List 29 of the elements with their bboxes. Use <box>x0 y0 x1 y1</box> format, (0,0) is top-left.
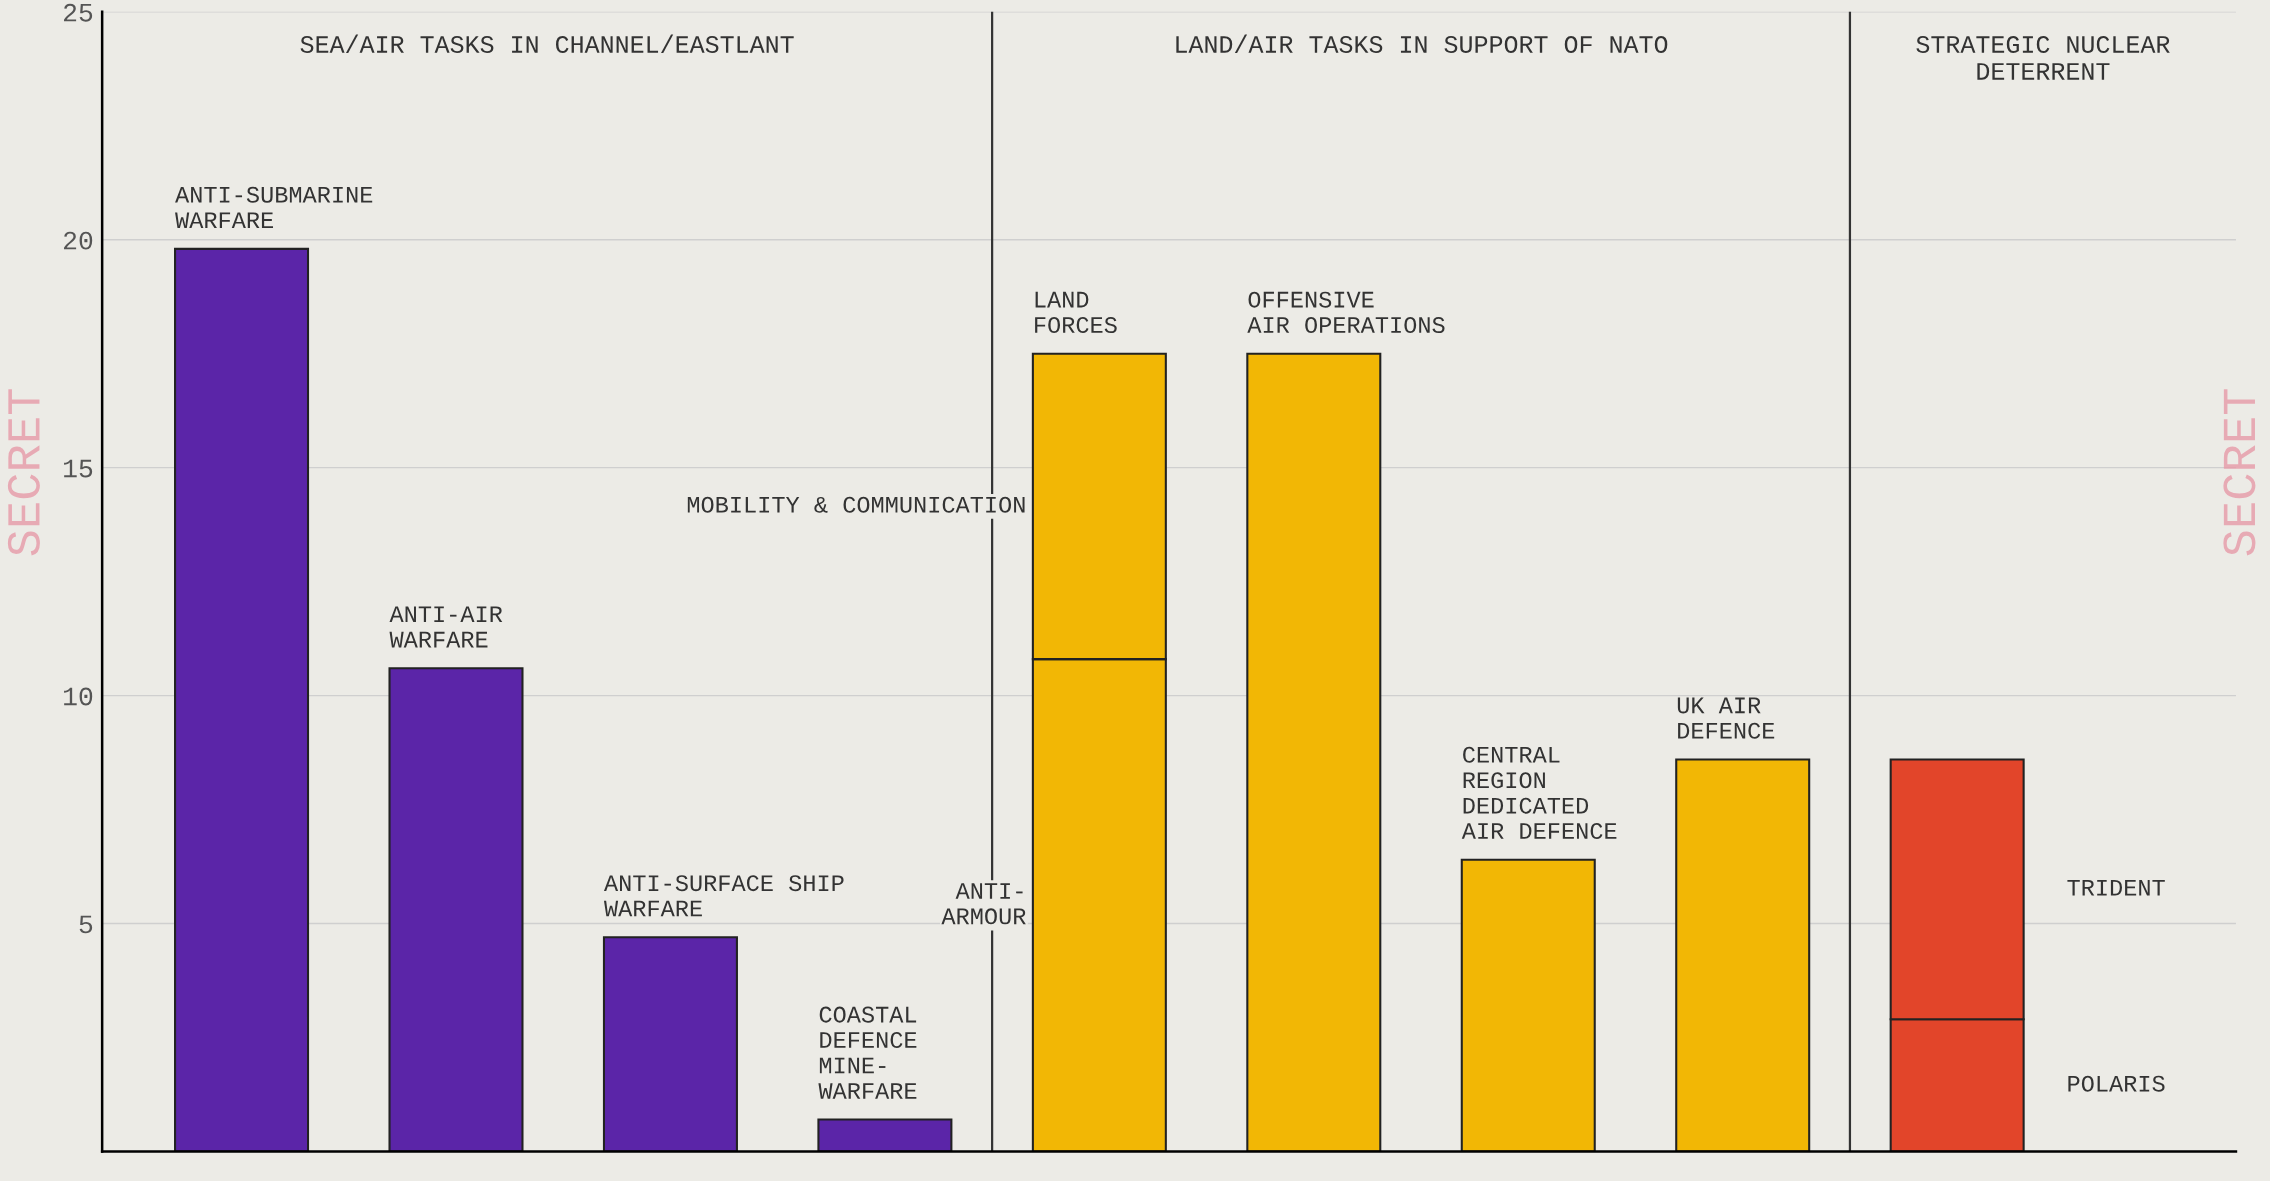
annotation: LAND/AIR TASKS IN SUPPORT OF NATO <box>1176 34 1668 53</box>
bar <box>388 667 524 1152</box>
annotation: LAND FORCES <box>1035 291 1117 334</box>
series-label: POLARIS <box>2068 1075 2165 1092</box>
series-label: MOBILITY & COMMUNICATION <box>687 496 1025 513</box>
series-label: TRIDENT <box>2067 879 2165 896</box>
annotation: CENTRAL REGION DEDICATED AIR DEFENCE <box>1461 746 1617 840</box>
y-tick-label: 10 <box>64 687 93 706</box>
annotation: ANTI-SURFACE SHIP WARFARE <box>603 875 844 917</box>
annotation: UK AIR DEFENCE <box>1677 697 1775 739</box>
annotation: ANTI-AIR WARFARE <box>389 606 503 648</box>
bar <box>602 936 738 1152</box>
annotation: SEA/AIR TASKS IN CHANNEL/EASTLANT <box>300 34 794 53</box>
bar <box>174 247 310 1152</box>
y-tick-label: 15 <box>64 459 93 478</box>
y-tick-label: 25 <box>64 3 93 22</box>
annotation: ANTI-SUBMARINE WARFARE <box>175 186 373 229</box>
annotation: STRATEGIC NUCLEAR DETERRENT <box>1916 36 2170 80</box>
bar <box>1460 858 1596 1152</box>
series-label: ANTI- ARMOUR <box>941 883 1026 925</box>
annotation: SECRET <box>2223 389 2256 556</box>
bar <box>1246 352 1382 1152</box>
bar <box>1675 758 1811 1152</box>
bar <box>817 1118 953 1152</box>
text: SECRET <box>7 389 40 556</box>
y-tick-label: 5 <box>79 915 93 934</box>
annotation: COASTAL DEFENCE MINE- WARFARE <box>818 1006 917 1099</box>
y-tick-label: 20 <box>64 231 93 250</box>
annotation: OFFENSIVE AIR OPERATIONS <box>1247 291 1445 334</box>
